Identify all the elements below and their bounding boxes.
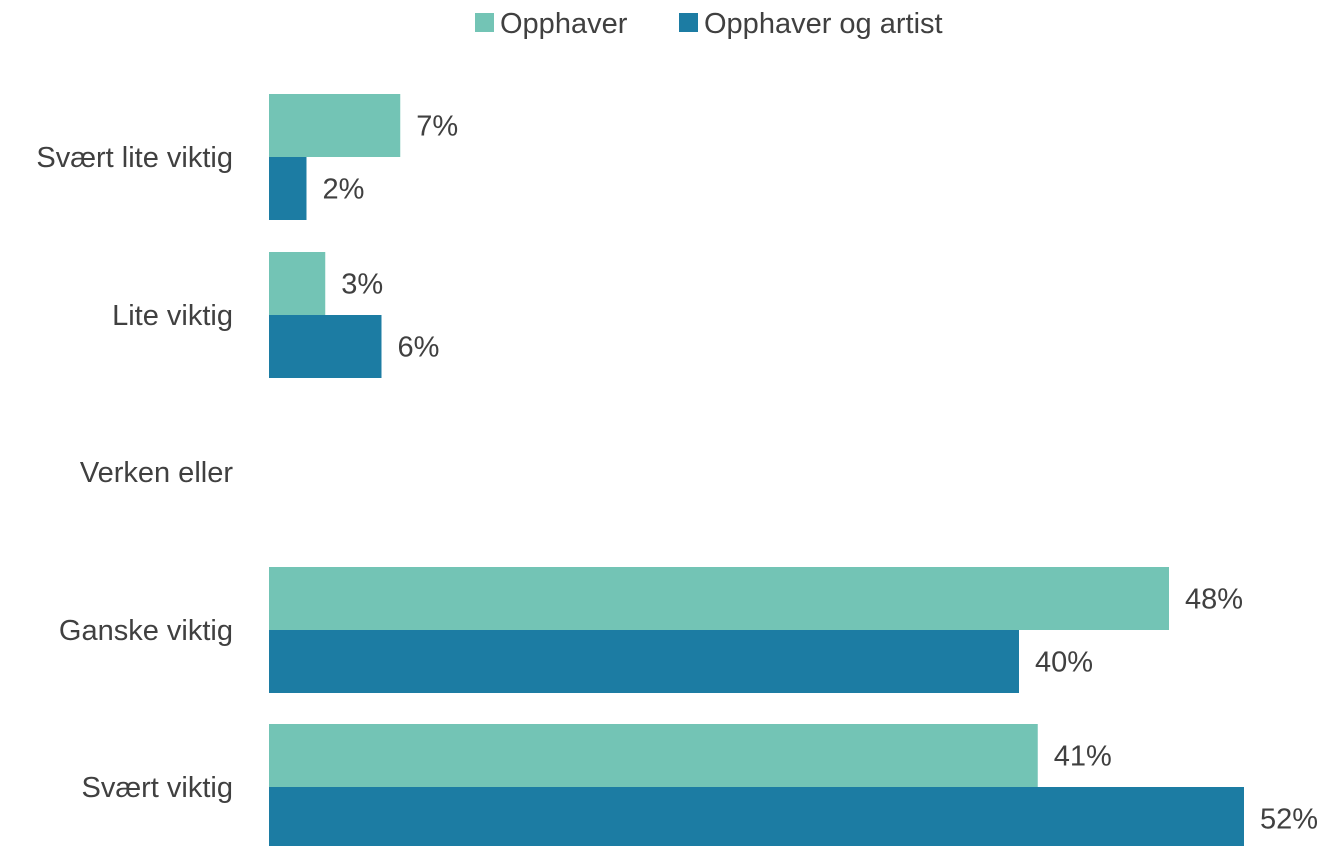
legend-swatch-opphaver-og-artist bbox=[679, 13, 698, 32]
bars bbox=[269, 94, 1244, 846]
bar-opphaver-og-artist bbox=[269, 630, 1019, 693]
data-labels: 7% 2% 3% 6% 48% 40% 41% 52% bbox=[323, 111, 1319, 836]
data-label: 2% bbox=[323, 174, 365, 206]
legend-label-opphaver: Opphaver bbox=[500, 8, 628, 40]
category-label: Lite viktig bbox=[112, 300, 233, 332]
data-label: 52% bbox=[1260, 804, 1318, 836]
legend: Opphaver Opphaver og artist bbox=[475, 8, 943, 40]
category-axis: Svært lite viktig Lite viktig Verken eller… bbox=[36, 142, 233, 804]
legend-swatch-opphaver bbox=[475, 13, 494, 32]
data-label: 7% bbox=[416, 111, 458, 143]
data-label: 48% bbox=[1185, 584, 1243, 616]
bar-opphaver-og-artist bbox=[269, 157, 307, 220]
bar-opphaver bbox=[269, 94, 401, 157]
category-label: Svært viktig bbox=[82, 772, 233, 804]
bar-opphaver bbox=[269, 724, 1038, 787]
data-label: 6% bbox=[398, 332, 440, 364]
category-label: Verken eller bbox=[80, 457, 233, 489]
bar-opphaver bbox=[269, 252, 326, 315]
data-label: 40% bbox=[1035, 647, 1093, 679]
legend-label-opphaver-og-artist: Opphaver og artist bbox=[704, 8, 943, 40]
data-label: 3% bbox=[341, 269, 383, 301]
bar-opphaver-og-artist bbox=[269, 787, 1244, 846]
bar-opphaver-og-artist bbox=[269, 315, 382, 378]
category-label: Ganske viktig bbox=[59, 615, 233, 647]
bar-opphaver bbox=[269, 567, 1169, 630]
data-label: 41% bbox=[1054, 741, 1112, 773]
category-label: Svært lite viktig bbox=[36, 142, 233, 174]
